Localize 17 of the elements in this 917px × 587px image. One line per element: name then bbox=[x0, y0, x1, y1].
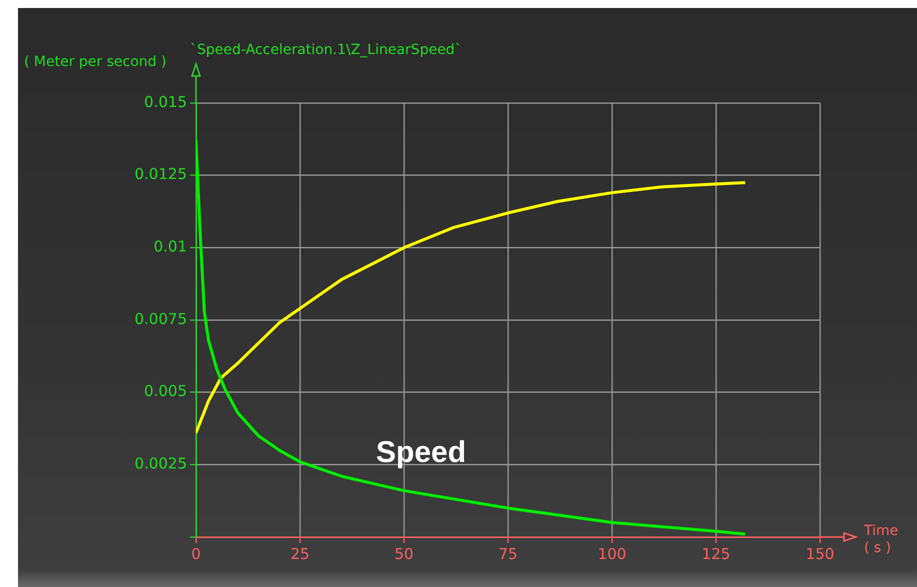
x-tick-label: 125 bbox=[702, 544, 730, 563]
x-tick-label: 75 bbox=[498, 544, 518, 563]
y-tick-label: 0.005 bbox=[144, 382, 187, 400]
y-tick-label: 0.015 bbox=[144, 92, 187, 111]
x-tick-label: 25 bbox=[290, 544, 310, 563]
x-tick-label: 150 bbox=[806, 544, 834, 563]
y-tick-label: 0.0125 bbox=[134, 165, 187, 184]
y-tick-label: 0.0025 bbox=[134, 454, 187, 473]
y-axis-title: ( Meter per second ) bbox=[24, 54, 166, 70]
x-tick-label: 100 bbox=[598, 544, 626, 563]
annotation: Speed bbox=[376, 436, 466, 470]
y-tick-label: 0.0075 bbox=[134, 310, 187, 328]
y-tick-label: 0.01 bbox=[154, 238, 187, 256]
x-tick-label: 0 bbox=[191, 544, 201, 563]
x-tick-label: 50 bbox=[394, 544, 414, 563]
chart-title: `Speed-Acceleration.1\Z_LinearSpeed` bbox=[190, 42, 462, 58]
x-axis-title: Time ( s ) bbox=[864, 523, 900, 557]
